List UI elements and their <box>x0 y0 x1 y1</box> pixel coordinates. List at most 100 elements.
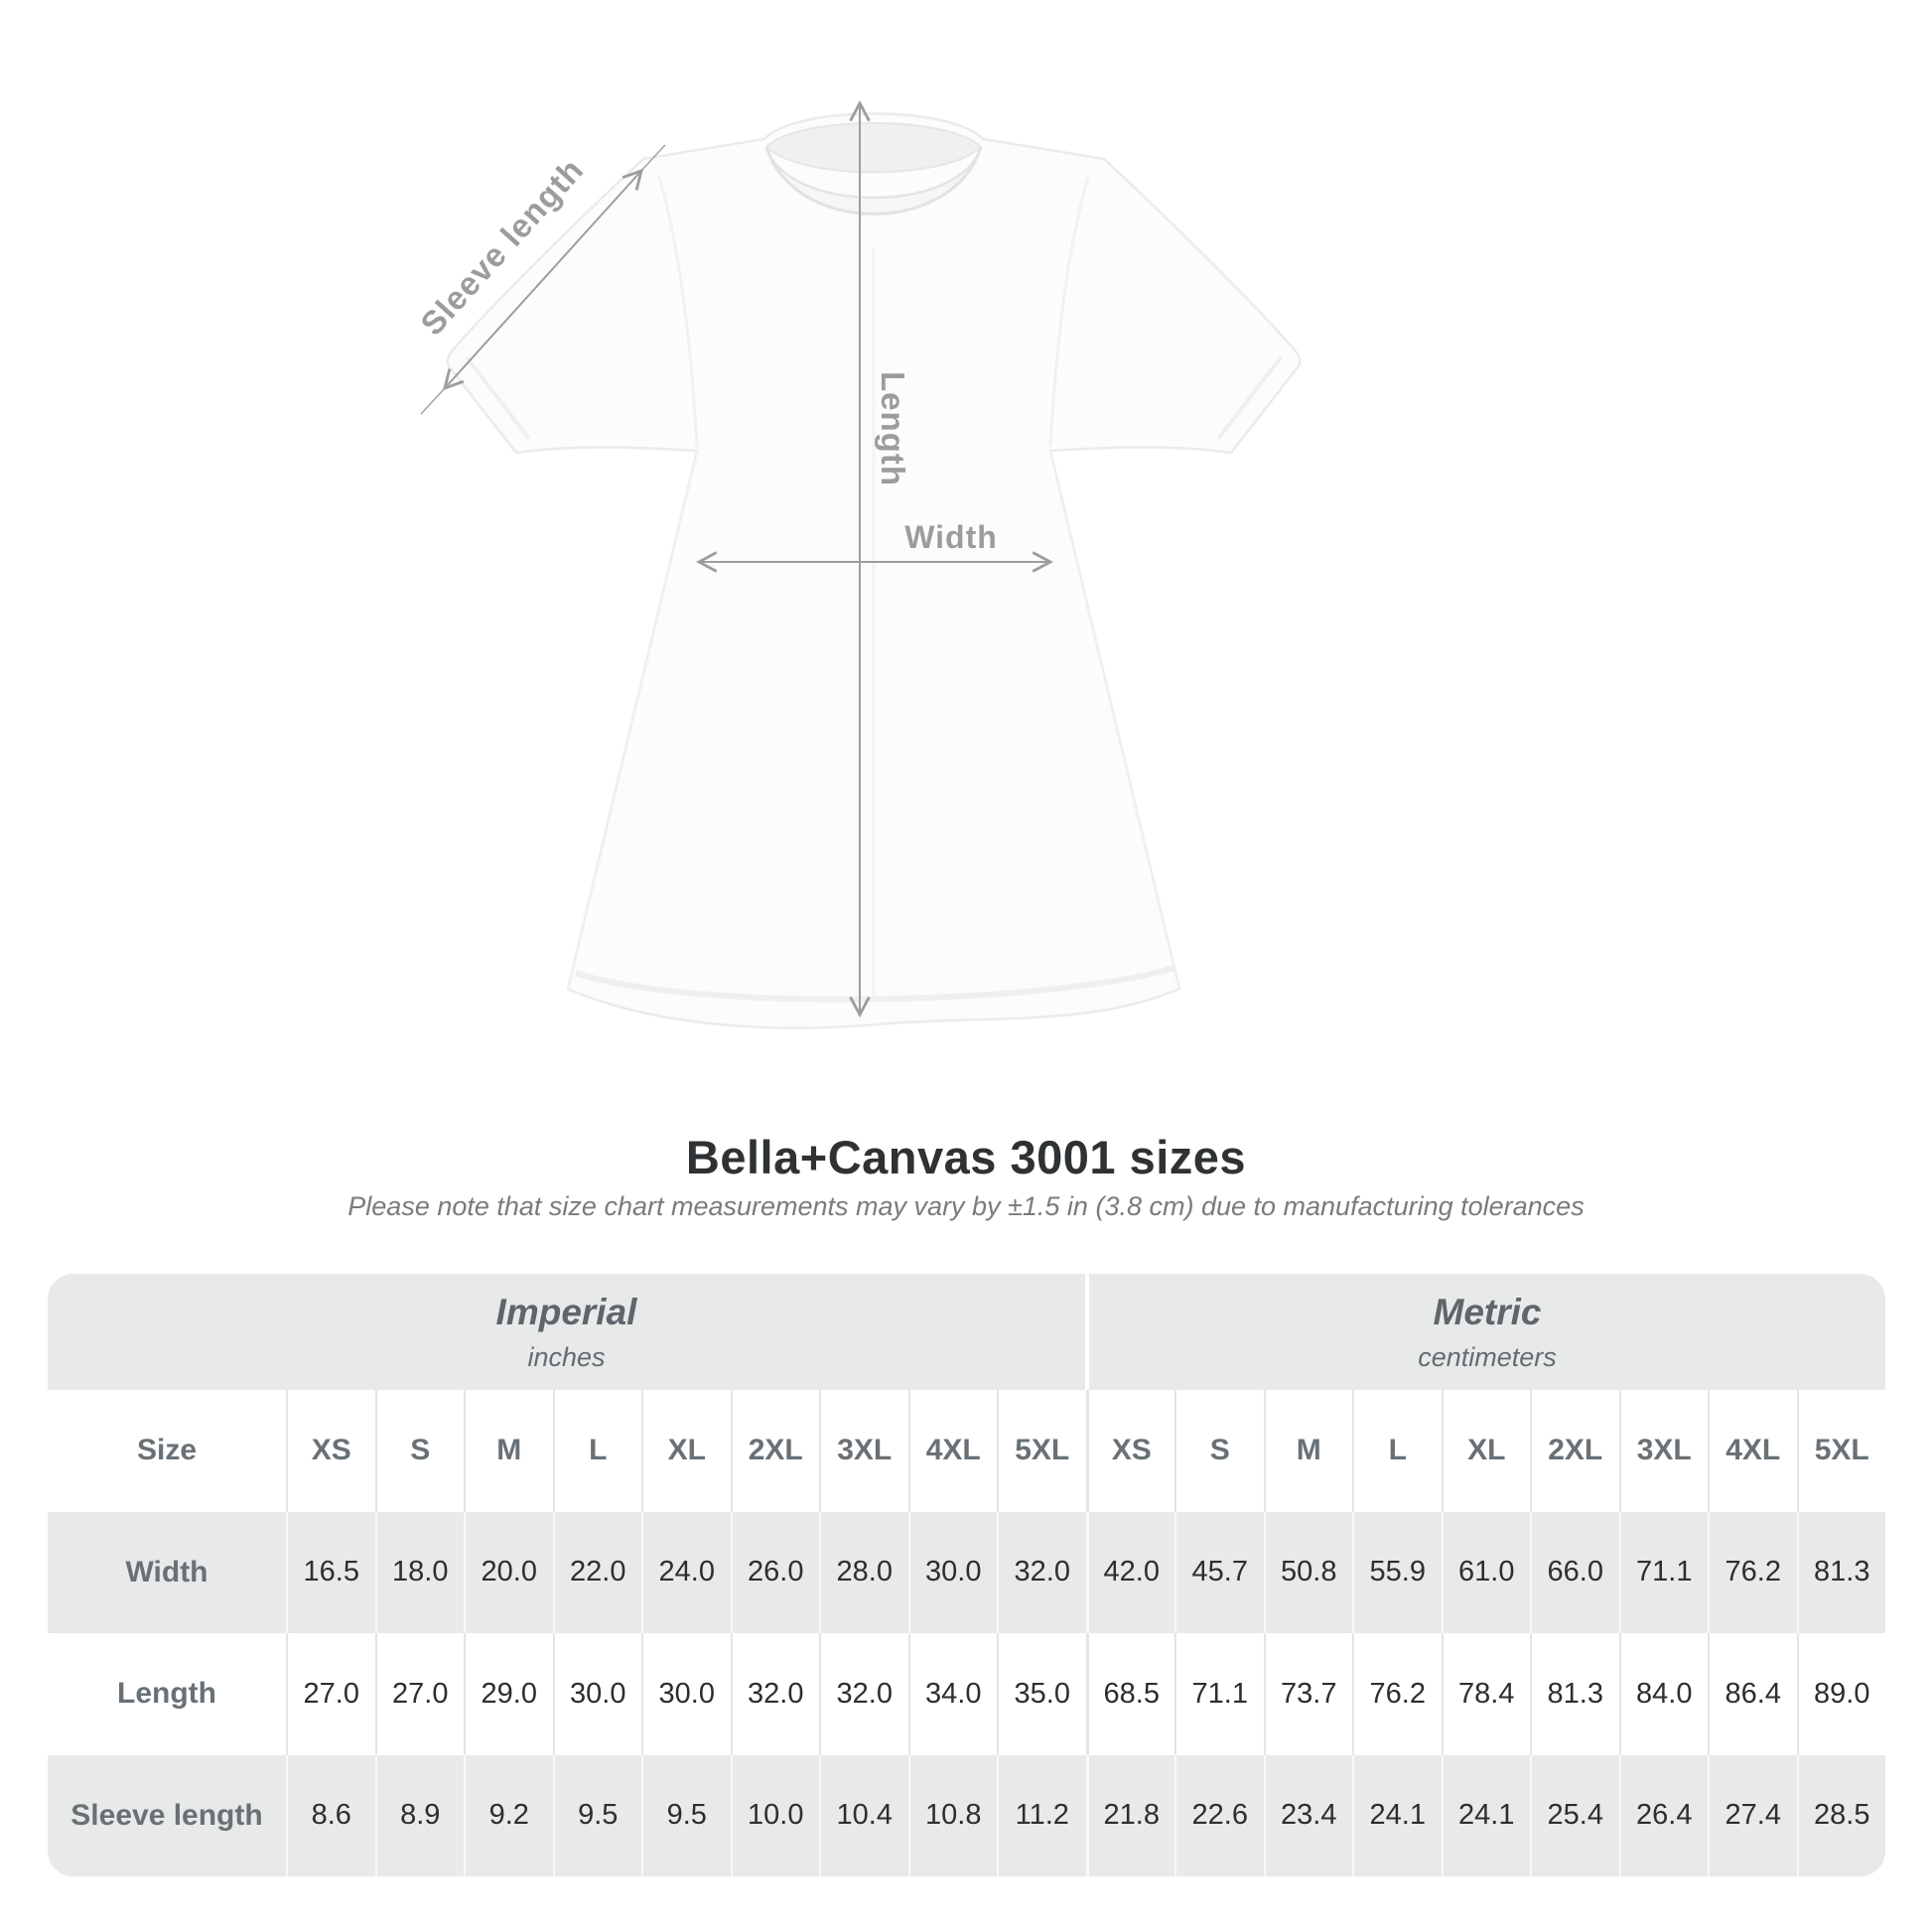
page-subtitle: Please note that size chart measurements… <box>347 1191 1585 1221</box>
size-column-header: 3XL <box>819 1390 908 1512</box>
length-label: Length <box>875 371 911 486</box>
measurement-cell: 73.7 <box>1263 1633 1353 1755</box>
measurement-cell: 18.0 <box>374 1511 465 1633</box>
measurement-cell: 25.4 <box>1530 1754 1619 1876</box>
unit-system-band: Imperial inches Metric centimeters <box>48 1274 1885 1390</box>
measurement-cell: 24.1 <box>1352 1754 1442 1876</box>
measurement-cell: 26.0 <box>730 1511 820 1633</box>
measurement-cell: 24.1 <box>1441 1754 1531 1876</box>
measurement-cell: 32.0 <box>997 1511 1086 1633</box>
measurement-cell: 61.0 <box>1441 1511 1531 1633</box>
imperial-section-header: Imperial inches <box>48 1274 1085 1390</box>
row-label: Width <box>125 1555 208 1588</box>
measurement-cell: 27.0 <box>286 1633 375 1755</box>
measurement-cell: 55.9 <box>1352 1511 1442 1633</box>
size-header-row: Size XS S M L XL 2XL 3XL 4XL 5XL XS S M L XL 2XL 3XL 4XL 5… <box>48 1390 1885 1512</box>
measurement-cell: 27.4 <box>1708 1754 1797 1876</box>
metric-unit: centimeters <box>1418 1341 1557 1372</box>
size-column-header: 2XL <box>1530 1390 1619 1512</box>
measurement-cell: 22.6 <box>1174 1754 1264 1876</box>
table-row-sleeve-length: Sleeve length 8.6 8.9 9.2 9.5 9.5 10.0 10.4 10.8… <box>48 1754 1886 1876</box>
measurement-cell: 30.0 <box>552 1633 642 1755</box>
table-row-length: Length 27.0 27.0 29.0 30.0 30.0 32.0 32.0 34.0 35… <box>48 1633 1885 1755</box>
measurement-cell: 23.4 <box>1263 1754 1353 1876</box>
size-column-header: 5XL <box>1796 1390 1886 1512</box>
measurement-cell: 8.9 <box>374 1754 465 1876</box>
measurement-cell: 32.0 <box>819 1633 908 1755</box>
measurement-cell: 26.4 <box>1618 1754 1709 1876</box>
size-column-header: XL <box>641 1390 731 1512</box>
measurement-cell: 9.5 <box>641 1754 731 1876</box>
size-table: Imperial inches Metric centimeters Size X… <box>48 1274 1885 1876</box>
tshirt-neckline <box>764 146 983 215</box>
measurement-cell: 29.0 <box>464 1633 553 1755</box>
size-column-header: M <box>464 1390 553 1512</box>
measurement-cell: 78.4 <box>1441 1633 1531 1755</box>
measurement-cell: 68.5 <box>1085 1633 1175 1755</box>
size-column-header: XL <box>1441 1390 1531 1512</box>
measurement-cell: 10.8 <box>907 1754 998 1876</box>
measurement-cell: 27.0 <box>374 1633 465 1755</box>
tshirt-side-seams <box>566 450 1181 990</box>
measurement-cell: 16.5 <box>286 1511 375 1633</box>
size-column-header: L <box>1352 1390 1442 1512</box>
imperial-label: Imperial <box>495 1291 637 1332</box>
measurement-cell: 28.5 <box>1796 1754 1886 1876</box>
size-column-header: M <box>1263 1390 1353 1512</box>
measurement-cell: 32.0 <box>730 1633 820 1755</box>
tshirt-sleeve-seams <box>657 176 1090 448</box>
size-column-header: S <box>374 1390 465 1512</box>
row-label: Sleeve length <box>70 1798 263 1832</box>
metric-label: Metric <box>1433 1291 1542 1332</box>
measurement-cell: 20.0 <box>464 1511 553 1633</box>
size-column-header: S <box>1174 1390 1264 1512</box>
size-column-header: 5XL <box>997 1390 1086 1512</box>
measurement-cell: 89.0 <box>1796 1633 1886 1755</box>
measurement-cell: 42.0 <box>1085 1511 1175 1633</box>
measurement-cell: 34.0 <box>907 1633 998 1755</box>
sleeve-arrow-extension-bottom <box>420 387 446 415</box>
measurement-cell: 9.5 <box>552 1754 642 1876</box>
size-column-header: XS <box>286 1390 375 1512</box>
measurement-cell: 10.0 <box>730 1754 820 1876</box>
measurement-cell: 28.0 <box>819 1511 908 1633</box>
measurement-cell: 45.7 <box>1174 1511 1264 1633</box>
size-column-header: XS <box>1085 1390 1175 1512</box>
measurement-cell: 8.6 <box>286 1754 375 1876</box>
measurement-cell: 84.0 <box>1618 1633 1709 1755</box>
sleeve-arrow-extension-top <box>640 144 666 172</box>
size-column-header: L <box>552 1390 642 1512</box>
measurement-cell: 21.8 <box>1085 1754 1175 1876</box>
measurement-cell: 11.2 <box>997 1754 1086 1876</box>
measurement-cell: 76.2 <box>1708 1511 1797 1633</box>
size-corner-header: Size <box>136 1434 198 1467</box>
tshirt-hem-shadow <box>575 965 1174 1003</box>
sleeve-length-arrow <box>442 168 644 391</box>
tshirt-diagram: Length Width Sleeve length <box>413 99 1302 1030</box>
size-column-header: 2XL <box>730 1390 820 1512</box>
measurement-cell: 30.0 <box>907 1511 998 1633</box>
table-row-width: Width 16.5 18.0 20.0 22.0 24.0 26.0 28.0 30.0 32.… <box>48 1511 1886 1633</box>
size-column-header: 4XL <box>1708 1390 1797 1512</box>
measurement-cell: 66.0 <box>1530 1511 1619 1633</box>
measurement-cell: 71.1 <box>1174 1633 1264 1755</box>
metric-section-header: Metric centimeters <box>1085 1274 1885 1390</box>
measurement-cell: 76.2 <box>1352 1633 1442 1755</box>
imperial-unit: inches <box>527 1341 606 1372</box>
measurement-cell: 71.1 <box>1618 1511 1709 1633</box>
measurement-cell: 81.3 <box>1796 1511 1886 1633</box>
size-column-header: 4XL <box>907 1390 998 1512</box>
measurement-cell: 24.0 <box>641 1511 731 1633</box>
measurement-cell: 81.3 <box>1530 1633 1619 1755</box>
measurement-cell: 22.0 <box>552 1511 642 1633</box>
measurement-cell: 50.8 <box>1263 1511 1353 1633</box>
width-label: Width <box>904 519 998 555</box>
row-label: Length <box>117 1677 216 1711</box>
measurement-cell: 10.4 <box>819 1754 908 1876</box>
measurement-cell: 35.0 <box>997 1633 1086 1755</box>
page-title: Bella+Canvas 3001 sizes <box>685 1131 1247 1183</box>
measurement-cell: 9.2 <box>464 1754 553 1876</box>
measurement-cell: 86.4 <box>1708 1633 1797 1755</box>
size-column-header: 3XL <box>1618 1390 1709 1512</box>
